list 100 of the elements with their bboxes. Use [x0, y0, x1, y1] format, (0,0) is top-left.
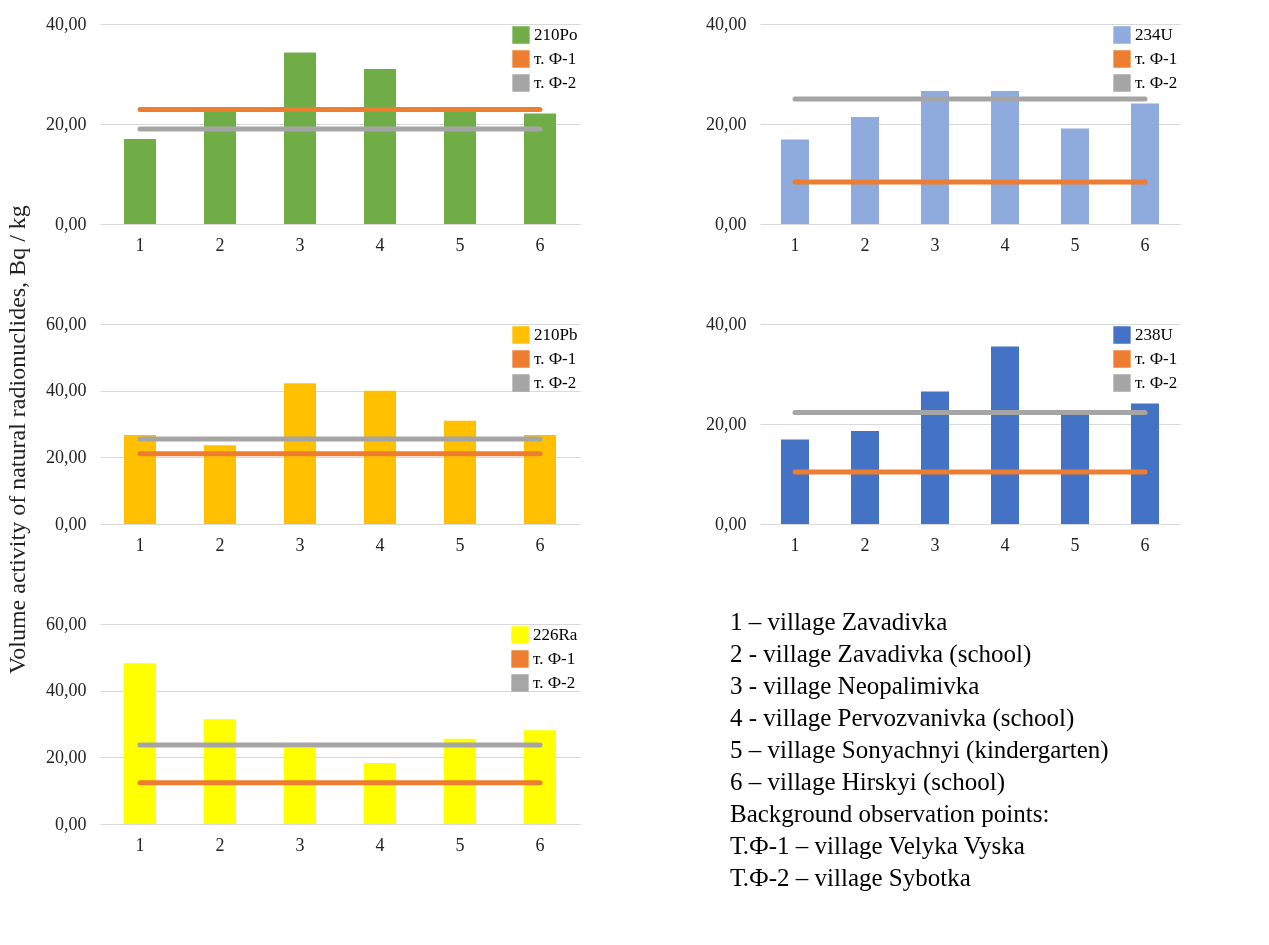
text: 3 - village Neopalimivka — [730, 671, 981, 701]
x-tick-label: 2 — [860, 234, 870, 255]
legend-label: 238U — [1135, 325, 1173, 344]
bar — [1131, 103, 1159, 224]
y-tick-label: 40,00 — [706, 13, 747, 34]
y-tick-label: 0,00 — [55, 213, 87, 234]
y-tick-label: 20,00 — [46, 113, 87, 134]
x-tick-label: 4 — [375, 834, 385, 855]
bar — [124, 663, 156, 824]
y-tick-label: 0,00 — [55, 813, 87, 834]
x-tick-label: 3 — [295, 534, 305, 555]
x-tick-label: 6 — [1140, 234, 1150, 255]
y-tick-label: 0,00 — [715, 213, 747, 234]
x-tick-label: 1 — [790, 234, 800, 255]
x-tick-label: 4 — [1000, 534, 1010, 555]
bar — [781, 439, 809, 524]
x-tick-label: 3 — [930, 534, 940, 555]
legend-label: 210Pb — [534, 325, 578, 344]
y-tick-label: 40,00 — [46, 380, 87, 401]
bar — [364, 390, 396, 524]
bar — [921, 391, 949, 524]
legend-label: т. Ф-1 — [534, 349, 577, 368]
legend-label: т. Ф-2 — [534, 73, 577, 92]
bar — [204, 112, 236, 224]
text: Т.Ф-1 – village Velyka Vyska — [730, 831, 1026, 861]
bar — [124, 139, 156, 224]
legend-label: 210Po — [534, 25, 578, 44]
legend-label: т. Ф-2 — [1135, 73, 1178, 92]
y-tick-label: 20,00 — [46, 446, 87, 467]
x-tick-label: 2 — [215, 534, 225, 555]
y-tick-label: 20,00 — [706, 113, 747, 134]
text: Т.Ф-2 – village Sybotka — [730, 863, 972, 893]
x-tick-label: 6 — [535, 534, 545, 555]
legend-label: т. Ф-1 — [1135, 49, 1178, 68]
bar — [781, 139, 809, 224]
text: 4 - village Pervozvanivka (school) — [730, 703, 1076, 734]
bar — [524, 435, 556, 524]
x-tick-label: 1 — [135, 234, 145, 255]
bar — [284, 383, 316, 524]
legend-label: 234U — [1135, 25, 1173, 44]
bar — [524, 113, 556, 224]
x-tick-label: 4 — [375, 534, 385, 555]
x-tick-label: 2 — [215, 834, 225, 855]
bar — [204, 445, 236, 524]
x-tick-label: 5 — [455, 534, 465, 555]
y-tick-label: 40,00 — [46, 680, 87, 701]
x-tick-label: 2 — [215, 234, 225, 255]
x-tick-label: 3 — [295, 834, 305, 855]
x-tick-label: 5 — [455, 834, 465, 855]
bar — [851, 431, 879, 524]
bar — [284, 52, 316, 224]
y-axis-title: Volume activity of natural radionuclides, Bq / kg — [4, 204, 31, 677]
bar — [444, 420, 476, 524]
y-tick-label: 0,00 — [55, 513, 87, 534]
x-tick-label: 5 — [455, 234, 465, 255]
x-tick-label: 5 — [1070, 534, 1080, 555]
x-tick-label: 1 — [135, 834, 145, 855]
text: Background observation points: — [730, 799, 1051, 829]
legend-label: т. Ф-2 — [533, 673, 576, 692]
x-tick-label: 5 — [1070, 234, 1080, 255]
x-tick-label: 3 — [295, 234, 305, 255]
legend-label: т. Ф-1 — [1135, 349, 1178, 368]
text: 2 - village Zavadivka (school) — [730, 639, 1033, 670]
bar — [204, 719, 236, 824]
bar — [1131, 403, 1159, 524]
bar — [991, 346, 1019, 524]
y-tick-label: 0,00 — [715, 513, 747, 534]
y-tick-label: 60,00 — [46, 613, 87, 634]
x-tick-label: 6 — [535, 234, 545, 255]
x-tick-label: 2 — [860, 534, 870, 555]
bar — [284, 748, 316, 824]
legend-label: 226Ra — [533, 625, 578, 644]
bar — [124, 435, 156, 524]
x-tick-label: 4 — [1000, 234, 1010, 255]
x-tick-label: 3 — [930, 234, 940, 255]
text: 5 – village Sonyachnyi (kindergarten) — [730, 735, 1110, 766]
bar — [921, 91, 949, 224]
x-tick-label: 4 — [375, 234, 385, 255]
legend-label: т. Ф-2 — [1135, 373, 1178, 392]
text: 1 – village Zavadivka — [730, 607, 949, 637]
y-tick-label: 40,00 — [706, 313, 747, 334]
legend-label: т. Ф-1 — [533, 649, 576, 668]
bar — [1061, 128, 1089, 224]
y-tick-label: 20,00 — [46, 746, 87, 767]
bar — [364, 763, 396, 824]
bar — [524, 730, 556, 824]
x-tick-label: 1 — [135, 534, 145, 555]
bar — [991, 91, 1019, 224]
bar — [444, 112, 476, 224]
y-tick-label: 60,00 — [46, 313, 87, 334]
x-tick-label: 1 — [790, 534, 800, 555]
y-tick-label: 20,00 — [706, 413, 747, 434]
legend-label: т. Ф-1 — [534, 49, 577, 68]
bar — [851, 117, 879, 224]
text: 6 – village Hirskyi (school) — [730, 767, 1006, 798]
y-tick-label: 40,00 — [46, 13, 87, 34]
bar — [364, 69, 396, 224]
legend-label: т. Ф-2 — [534, 373, 577, 392]
bar — [1061, 414, 1089, 524]
x-tick-label: 6 — [1140, 534, 1150, 555]
